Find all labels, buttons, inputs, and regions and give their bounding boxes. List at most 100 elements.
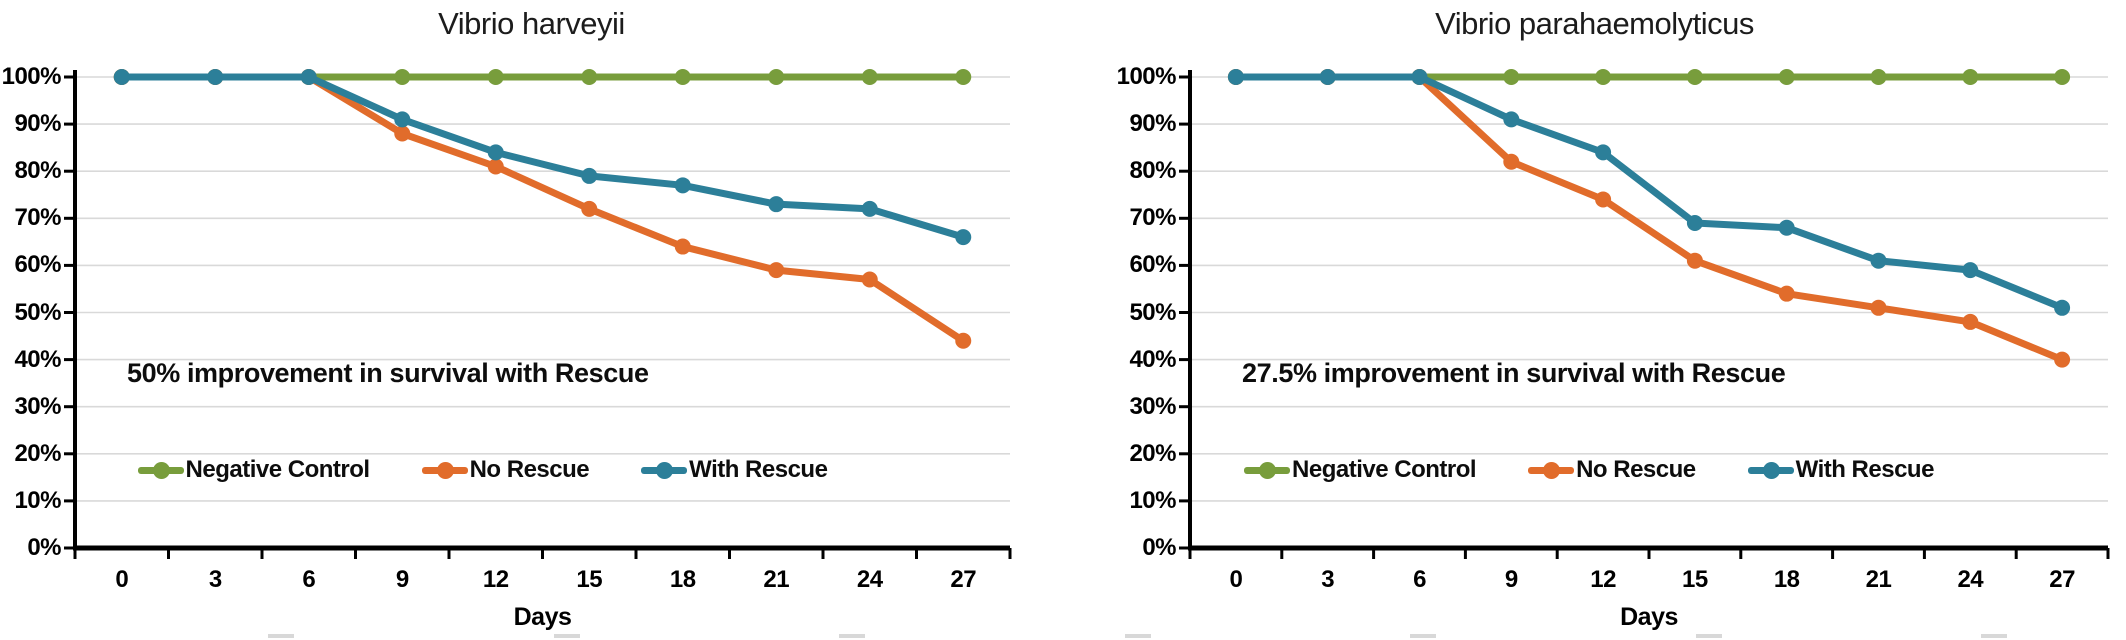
- data-point-with-rescue: [674, 177, 691, 194]
- x-tick-label: 24: [856, 566, 883, 593]
- series-line-with-rescue: [1232, 73, 2066, 312]
- data-point-negative-control: [1962, 69, 1979, 85]
- y-tick-label: 0%: [27, 534, 61, 561]
- data-point-negative-control: [2054, 69, 2071, 85]
- legend-marker-icon: [1528, 461, 1575, 479]
- legend-label: With Rescue: [689, 456, 828, 483]
- data-point-with-rescue: [1503, 111, 1520, 128]
- data-point-no-rescue: [394, 125, 411, 142]
- data-point-no-rescue: [1595, 191, 1612, 208]
- legend-label: Negative Control: [185, 456, 371, 483]
- cropped-artifact-dash: [1124, 634, 1151, 638]
- y-tick-label: 10%: [1129, 486, 1176, 514]
- x-tick-label: 15: [576, 566, 603, 593]
- data-point-negative-control: [394, 69, 411, 85]
- plot-area: [64, 69, 1012, 559]
- y-tick-label: 30%: [14, 392, 61, 420]
- legend-entry-negative-control: Negative Control: [137, 456, 371, 484]
- legend-label: No Rescue: [1576, 456, 1696, 483]
- x-tick-label: 0: [1229, 566, 1243, 593]
- data-point-with-rescue: [487, 144, 504, 161]
- data-point-no-rescue: [1778, 285, 1795, 302]
- data-point-with-rescue: [113, 69, 130, 85]
- y-tick-label: 20%: [1129, 439, 1176, 467]
- data-point-negative-control: [581, 69, 598, 85]
- y-tick-label: 50%: [1129, 298, 1176, 326]
- data-point-with-rescue: [1962, 262, 1979, 279]
- legend-marker-icon: [641, 461, 688, 479]
- cropped-artifact-dash: [1981, 634, 2007, 638]
- legend-entry-with-rescue: With Rescue: [641, 456, 828, 484]
- y-tick-label: 100%: [1116, 63, 1177, 90]
- x-tick-label: 21: [1865, 566, 1892, 593]
- data-point-negative-control: [487, 69, 504, 85]
- data-point-negative-control: [768, 69, 785, 85]
- x-tick-label: 18: [1773, 566, 1800, 593]
- data-point-no-rescue: [1686, 252, 1703, 269]
- x-axis-title: Days: [1620, 603, 1678, 631]
- data-point-no-rescue: [768, 262, 785, 279]
- data-point-negative-control: [1595, 69, 1612, 85]
- x-tick-label: 0: [115, 566, 129, 593]
- chart-title: Vibrio harveyii: [438, 6, 625, 41]
- data-point-negative-control: [861, 69, 878, 85]
- data-point-with-rescue: [394, 111, 411, 128]
- data-point-no-rescue: [1962, 313, 1979, 330]
- chart-vibrio-parahaemolyticus: Vibrio parahaemolyticus 27.5% improvemen…: [1063, 0, 2126, 640]
- x-tick-label: 12: [482, 566, 509, 593]
- data-point-negative-control: [674, 69, 691, 85]
- x-tick-label: 3: [208, 566, 222, 593]
- data-point-negative-control: [1686, 69, 1703, 85]
- data-point-with-rescue: [768, 196, 785, 213]
- y-tick-label: 100%: [1, 63, 62, 90]
- data-point-with-rescue: [1870, 252, 1887, 269]
- data-point-with-rescue: [300, 69, 317, 85]
- legend-entry-negative-control: Negative Control: [1244, 456, 1477, 484]
- data-point-negative-control: [1778, 69, 1795, 85]
- y-tick-label: 70%: [1129, 204, 1176, 232]
- data-point-no-rescue: [581, 200, 598, 217]
- cropped-artifact-dash: [268, 634, 294, 638]
- legend-marker-icon: [137, 461, 184, 479]
- data-point-with-rescue: [1595, 144, 1612, 161]
- data-point-with-rescue: [955, 229, 972, 246]
- data-point-with-rescue: [207, 69, 224, 85]
- annotation-text: 50% improvement in survival with Rescue: [127, 358, 649, 388]
- x-tick-label: 18: [669, 566, 696, 593]
- x-tick-label: 9: [395, 566, 409, 593]
- data-point-no-rescue: [674, 238, 691, 255]
- y-tick-label: 60%: [14, 251, 61, 279]
- cropped-artifact-dash: [553, 634, 580, 638]
- annotation-text: 27.5% improvement in survival with Rescu…: [1242, 358, 1786, 388]
- data-point-with-rescue: [2054, 299, 2071, 316]
- x-tick-label: 3: [1321, 566, 1335, 593]
- x-tick-label: 6: [1413, 566, 1426, 593]
- data-point-no-rescue: [2054, 351, 2071, 368]
- data-point-with-rescue: [1227, 69, 1244, 85]
- y-tick-label: 20%: [14, 439, 61, 467]
- y-tick-label: 40%: [14, 345, 61, 373]
- data-point-no-rescue: [861, 271, 878, 288]
- data-point-negative-control: [955, 69, 972, 85]
- data-point-no-rescue: [1503, 153, 1520, 170]
- data-point-negative-control: [1870, 69, 1887, 85]
- legend-marker-icon: [421, 461, 468, 479]
- y-tick-label: 70%: [14, 204, 61, 232]
- legend-entry-with-rescue: With Rescue: [1747, 456, 1934, 484]
- legend-marker-icon: [1244, 461, 1291, 479]
- x-tick-label: 15: [1682, 566, 1708, 593]
- y-tick-label: 30%: [1129, 392, 1176, 420]
- x-tick-label: 27: [950, 566, 977, 593]
- y-tick-label: 60%: [1129, 251, 1176, 279]
- cropped-artifact-dash: [1695, 634, 1722, 638]
- x-tick-label: 6: [302, 566, 316, 593]
- x-tick-label: 12: [1590, 566, 1616, 593]
- y-tick-label: 90%: [1129, 110, 1176, 138]
- data-point-with-rescue: [861, 200, 878, 217]
- legend-label: Negative Control: [1292, 456, 1477, 483]
- data-point-no-rescue: [955, 332, 972, 349]
- legend-entry-no-rescue: No Rescue: [421, 456, 590, 484]
- plot-area: [1179, 69, 2110, 559]
- y-tick-label: 0%: [1142, 534, 1176, 561]
